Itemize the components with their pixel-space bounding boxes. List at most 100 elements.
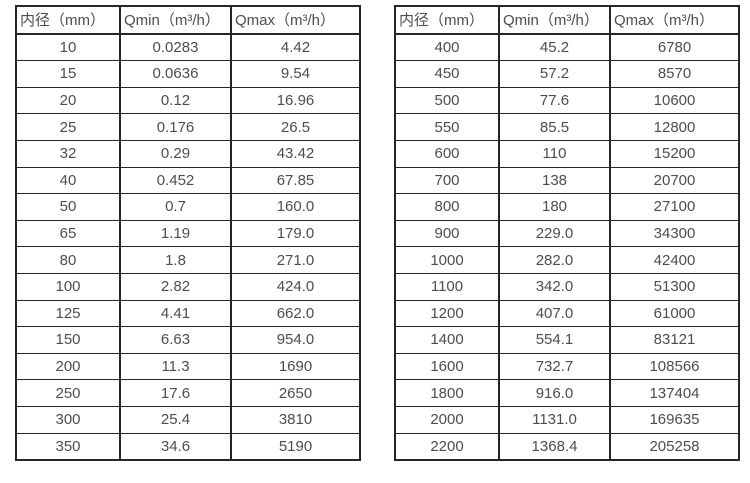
cell: 0.29 (119, 139, 232, 168)
cell: 662.0 (230, 299, 361, 328)
cell: 77.6 (498, 86, 611, 115)
cell: 67.85 (230, 166, 361, 195)
cell: 205258 (609, 432, 740, 461)
table-row: 800 180 27100 (394, 193, 740, 221)
cell: 11.3 (119, 352, 232, 381)
table-row: 25 0.176 26.5 (15, 113, 361, 141)
cell: 16.96 (230, 86, 361, 115)
header-row: 内径（mm） Qmin（m³/h） Qmax（m³/h） (394, 5, 740, 35)
cell: 57.2 (498, 60, 611, 88)
cell: 550 (394, 113, 500, 141)
table-row: 32 0.29 43.42 (15, 139, 361, 168)
cell: 25.4 (119, 405, 232, 434)
col-header-qmin: Qmin（m³/h） (119, 5, 232, 35)
cell: 5190 (230, 432, 361, 461)
cell: 6780 (609, 33, 740, 62)
cell: 800 (394, 193, 500, 221)
cell: 83121 (609, 326, 740, 354)
cell: 20700 (609, 166, 740, 195)
table-row: 1800 916.0 137404 (394, 379, 740, 407)
cell: 40 (15, 166, 121, 195)
cell: 2650 (230, 379, 361, 407)
table-row: 150 6.63 954.0 (15, 326, 361, 354)
cell: 2.82 (119, 272, 232, 301)
cell: 65 (15, 219, 121, 248)
cell: 32 (15, 139, 121, 168)
table-row: 900 229.0 34300 (394, 219, 740, 248)
cell: 350 (15, 432, 121, 461)
table-row: 600 110 15200 (394, 139, 740, 168)
cell: 45.2 (498, 33, 611, 62)
cell: 229.0 (498, 219, 611, 248)
cell: 180 (498, 193, 611, 221)
cell: 0.7 (119, 193, 232, 221)
table-row: 1100 342.0 51300 (394, 272, 740, 301)
cell: 15200 (609, 139, 740, 168)
cell: 700 (394, 166, 500, 195)
cell: 900 (394, 219, 500, 248)
cell: 450 (394, 60, 500, 88)
table-row: 2200 1368.4 205258 (394, 432, 740, 461)
cell: 2200 (394, 432, 500, 461)
table-row: 10 0.0283 4.42 (15, 33, 361, 62)
cell: 954.0 (230, 326, 361, 354)
cell: 4.41 (119, 299, 232, 328)
table-row: 700 138 20700 (394, 166, 740, 195)
col-header-inner-diameter: 内径（mm） (394, 5, 500, 35)
cell: 17.6 (119, 379, 232, 407)
cell: 0.452 (119, 166, 232, 195)
cell: 1200 (394, 299, 500, 328)
cell: 1131.0 (498, 405, 611, 434)
cell: 6.63 (119, 326, 232, 354)
cell: 150 (15, 326, 121, 354)
cell: 34.6 (119, 432, 232, 461)
header-row: 内径（mm） Qmin（m³/h） Qmax（m³/h） (15, 5, 361, 35)
cell: 271.0 (230, 246, 361, 274)
cell: 9.54 (230, 60, 361, 88)
table-row: 15 0.0636 9.54 (15, 60, 361, 88)
table-row: 1600 732.7 108566 (394, 352, 740, 381)
col-header-inner-diameter: 内径（mm） (15, 5, 121, 35)
cell: 179.0 (230, 219, 361, 248)
table-row: 1400 554.1 83121 (394, 326, 740, 354)
table-row: 350 34.6 5190 (15, 432, 361, 461)
cell: 12800 (609, 113, 740, 141)
cell: 108566 (609, 352, 740, 381)
table-row: 500 77.6 10600 (394, 86, 740, 115)
cell: 500 (394, 86, 500, 115)
table-row: 200 11.3 1690 (15, 352, 361, 381)
cell: 1.8 (119, 246, 232, 274)
cell: 732.7 (498, 352, 611, 381)
col-header-qmax: Qmax（m³/h） (230, 5, 361, 35)
cell: 10 (15, 33, 121, 62)
cell: 1800 (394, 379, 500, 407)
table-row: 250 17.6 2650 (15, 379, 361, 407)
cell: 61000 (609, 299, 740, 328)
cell: 1000 (394, 246, 500, 274)
col-header-qmin: Qmin（m³/h） (498, 5, 611, 35)
cell: 0.0636 (119, 60, 232, 88)
cell: 138 (498, 166, 611, 195)
cell: 100 (15, 272, 121, 301)
table-row: 1000 282.0 42400 (394, 246, 740, 274)
table-row: 80 1.8 271.0 (15, 246, 361, 274)
cell: 250 (15, 379, 121, 407)
flow-table-large-diameters: 内径（mm） Qmin（m³/h） Qmax（m³/h） 400 45.2 6780… (394, 5, 740, 462)
cell: 0.12 (119, 86, 232, 115)
cell: 1100 (394, 272, 500, 301)
cell: 1690 (230, 352, 361, 381)
table-row: 20 0.12 16.96 (15, 86, 361, 115)
cell: 43.42 (230, 139, 361, 168)
cell: 80 (15, 246, 121, 274)
table-row: 125 4.41 662.0 (15, 299, 361, 328)
table-row: 550 85.5 12800 (394, 113, 740, 141)
table-row: 100 2.82 424.0 (15, 272, 361, 301)
table-row: 400 45.2 6780 (394, 33, 740, 62)
cell: 25 (15, 113, 121, 141)
table-row: 40 0.452 67.85 (15, 166, 361, 195)
cell: 282.0 (498, 246, 611, 274)
cell: 424.0 (230, 272, 361, 301)
cell: 20 (15, 86, 121, 115)
cell: 42400 (609, 246, 740, 274)
